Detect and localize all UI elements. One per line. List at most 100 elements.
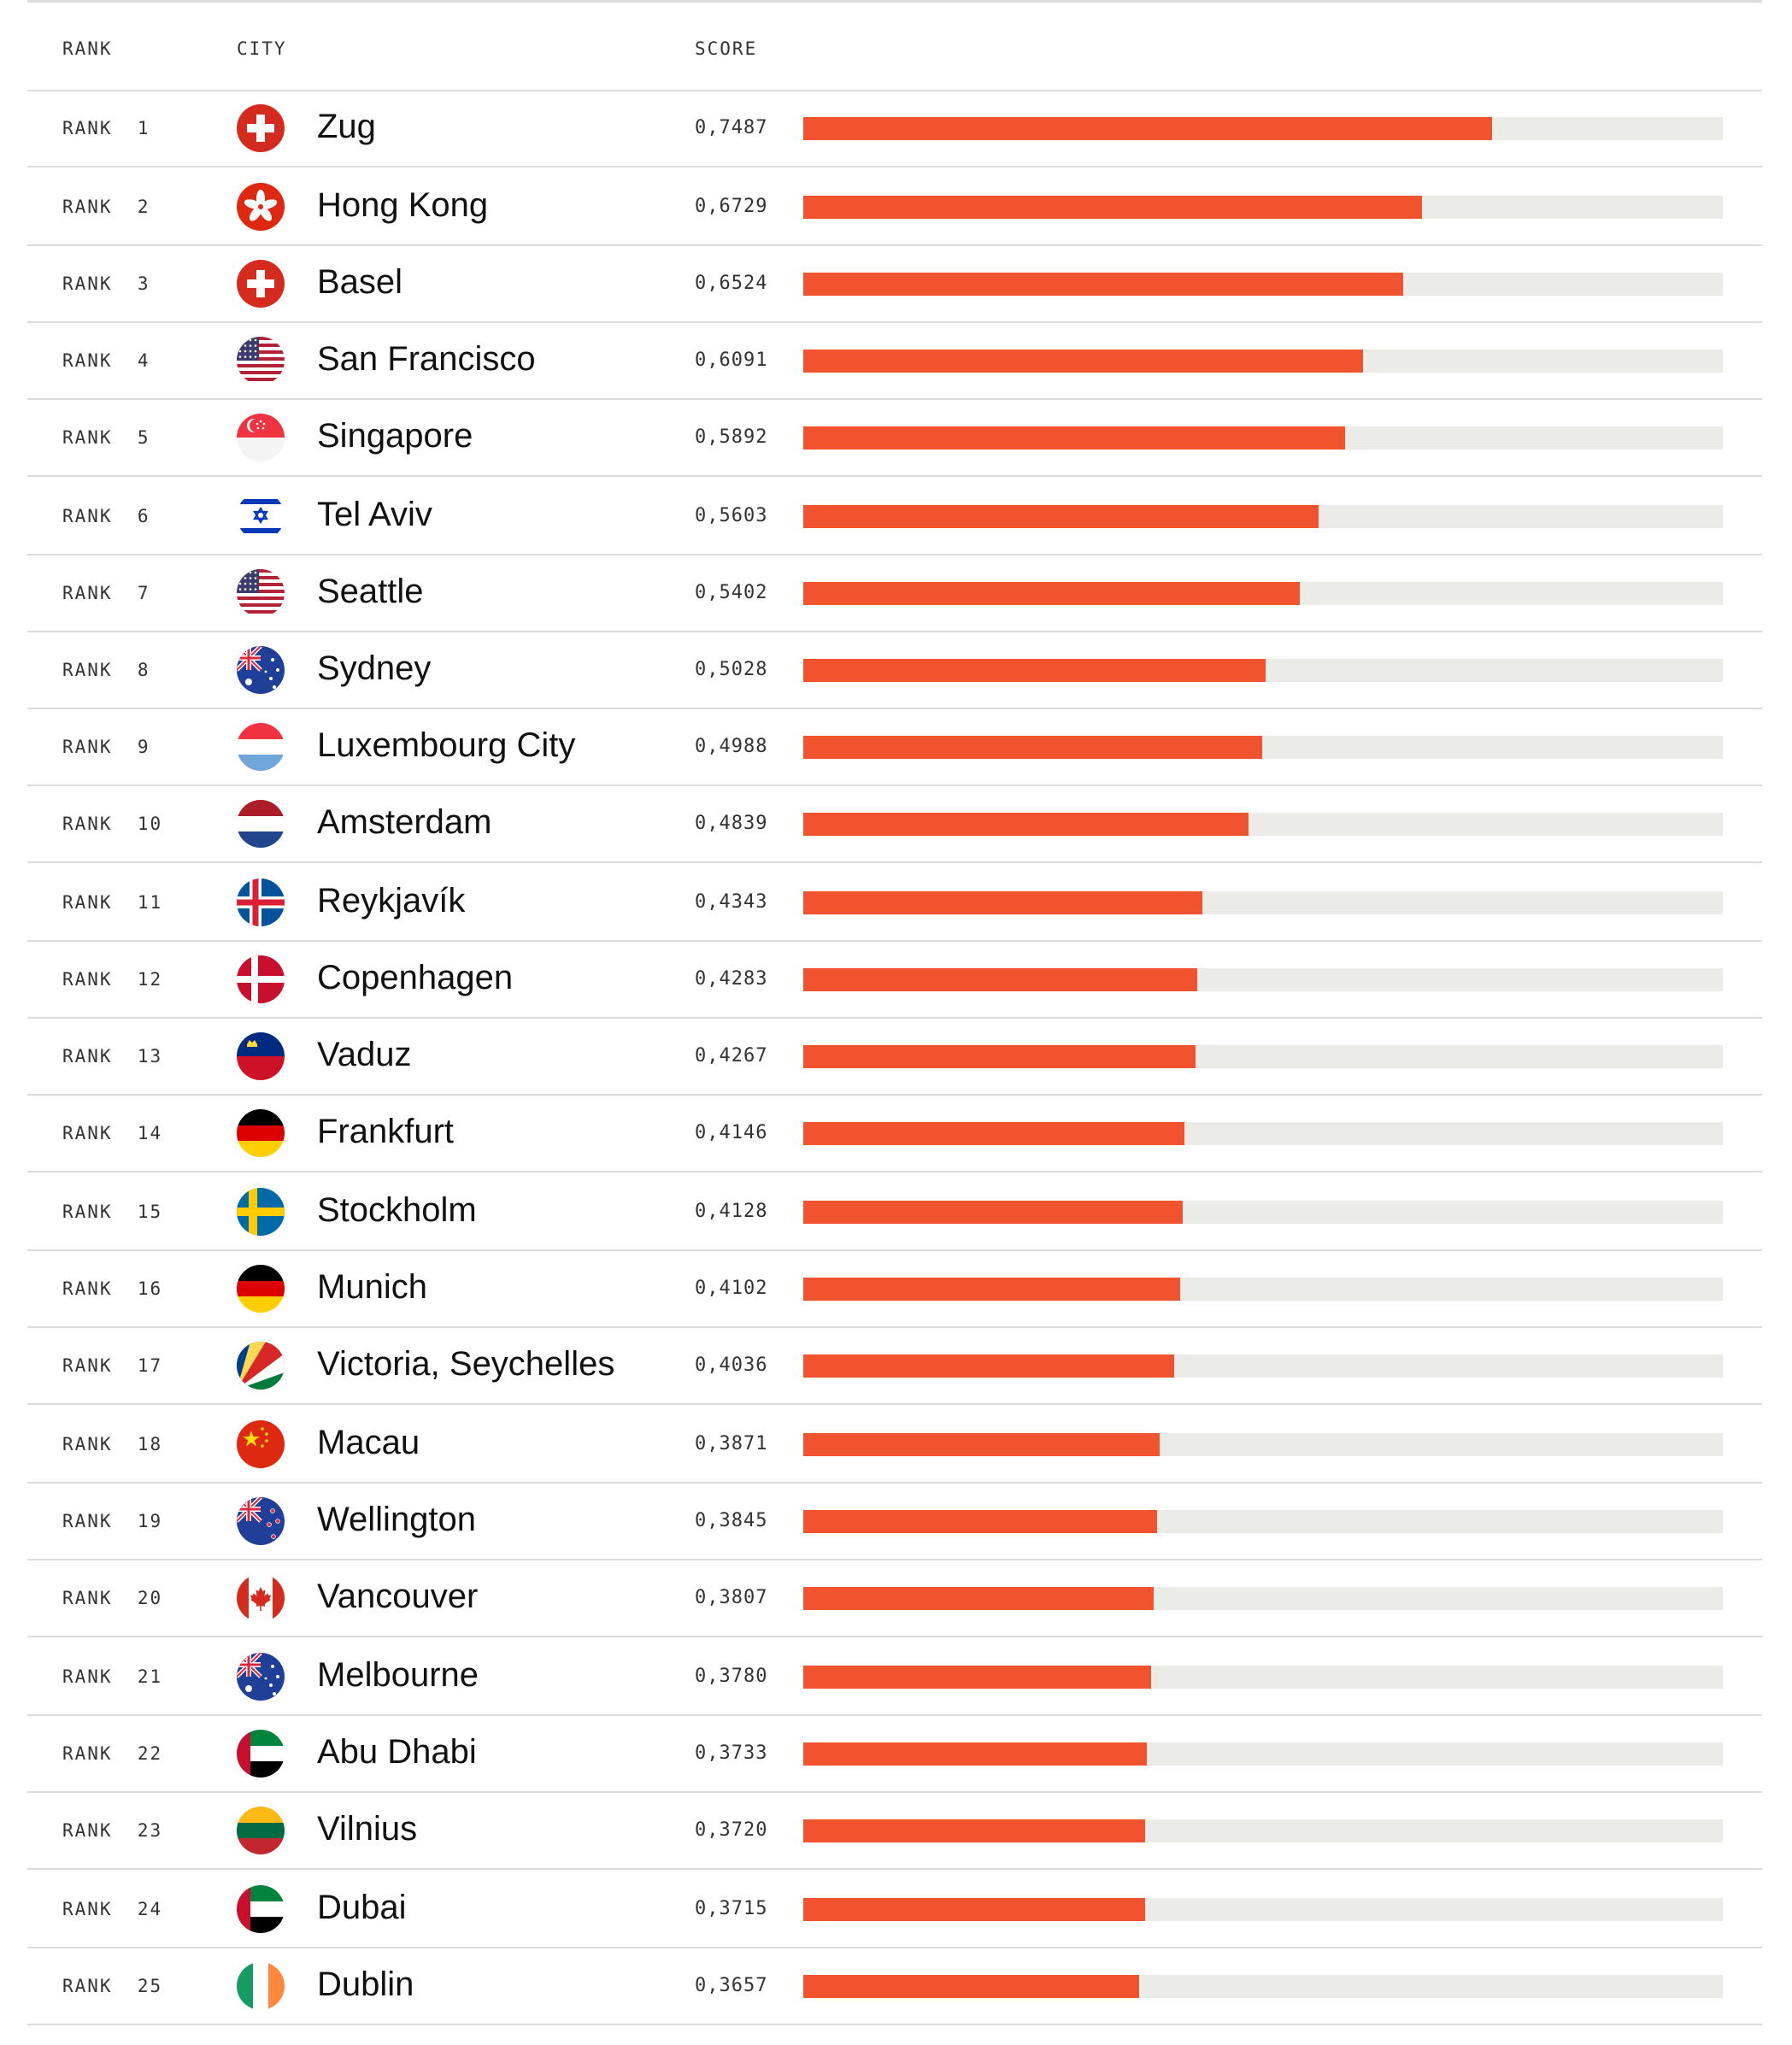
city-label: Frankfurt [317,1113,455,1150]
score-bar [803,813,1249,836]
score-bar [803,968,1197,991]
score-bar [803,505,1319,528]
header-city: CITY [237,38,287,59]
score-bar [803,426,1345,450]
table-row: RANK 18 Macau 0,3871 [27,1406,1762,1484]
score-bar-track [803,1510,1723,1533]
rank-label: RANK 18 [62,1434,163,1454]
score-value: 0,3733 [695,1742,768,1764]
table-row: RANK 2 Hong Kong 0,6729 [27,168,1762,246]
score-value: 0,4267 [695,1045,768,1067]
iceland-flag-icon [237,879,285,926]
score-bar [803,736,1262,759]
score-bar [803,117,1492,140]
score-value: 0,3780 [695,1666,768,1687]
new-zealand-flag-icon [237,1497,285,1545]
table-row: RANK 12 Copenhagen 0,4283 [27,941,1762,1019]
table-row: RANK 15 Stockholm 0,4128 [27,1173,1762,1251]
hong-kong-flag-icon [237,183,285,231]
header-score: SCORE [695,38,758,59]
rank-label: RANK 14 [62,1123,163,1143]
usa-flag-icon [237,337,285,385]
table-header: RANK CITY SCORE [27,3,1762,91]
score-value: 0,6729 [695,196,768,217]
score-bar-track [803,350,1723,373]
score-value: 0,7487 [695,117,768,138]
rank-label: RANK 20 [62,1588,163,1608]
score-bar [803,1278,1180,1301]
city-label: Amsterdam [317,803,492,841]
table-row: RANK 11 Reykjavík 0,4343 [27,864,1762,942]
rank-label: RANK 11 [62,892,163,913]
city-label: Tel Aviv [317,496,432,533]
score-bar-track [803,1278,1723,1301]
table-row: RANK 22 Abu Dhabi 0,3733 [27,1715,1762,1793]
switzerland-flag-icon [237,104,285,152]
city-label: Sydney [317,649,432,687]
table-row: RANK 14 Frankfurt 0,4146 [27,1095,1762,1172]
score-value: 0,4128 [695,1201,768,1222]
table-row: RANK 16 Munich 0,4102 [27,1250,1762,1328]
top-divider [27,0,1762,3]
australia-flag-icon [237,1653,285,1701]
score-bar [803,1122,1184,1145]
rank-label: RANK 5 [62,427,150,448]
table-row: RANK 19 Wellington 0,3845 [27,1483,1762,1560]
score-value: 0,3807 [695,1587,768,1608]
score-value: 0,3845 [695,1510,768,1531]
score-value: 0,3715 [695,1898,768,1919]
table-row: RANK 13 Vaduz 0,4267 [27,1018,1762,1096]
score-value: 0,6091 [695,350,768,371]
score-bar-track [803,582,1723,605]
score-bar [803,1201,1183,1224]
rank-label: RANK 25 [62,1976,163,1996]
score-value: 0,6524 [695,273,768,294]
score-bar [803,350,1363,373]
city-label: Basel [317,263,403,301]
city-label: Munich [317,1268,427,1306]
score-bar-track [803,891,1723,914]
score-bar [803,196,1422,219]
liechtenstein-flag-icon [237,1032,285,1080]
china-flag-icon [237,1420,285,1468]
city-label: Victoria, Seychelles [317,1345,615,1383]
score-value: 0,5603 [695,505,768,526]
score-bar-track [803,813,1723,836]
header-rank: RANK [62,38,113,59]
score-value: 0,4343 [695,891,768,913]
score-bar [803,1666,1151,1689]
germany-flag-icon [237,1109,285,1157]
score-bar-track [803,1666,1723,1689]
table-row: RANK 5 Singapore 0,5892 [27,399,1762,477]
rank-label: RANK 7 [62,583,150,603]
rank-label: RANK 10 [62,814,163,834]
table-row: RANK 8 Sydney 0,5028 [27,632,1762,709]
city-label: Vilnius [317,1810,418,1848]
score-value: 0,5402 [695,582,768,603]
score-value: 0,3657 [695,1975,768,1996]
score-bar [803,1587,1154,1610]
score-bar-track [803,659,1723,682]
score-value: 0,4283 [695,968,768,990]
rank-label: RANK 3 [62,273,150,294]
sweden-flag-icon [237,1188,285,1236]
score-bar-track [803,1355,1723,1378]
score-value: 0,4146 [695,1122,768,1143]
score-bar-track [803,1742,1723,1766]
score-bar [803,273,1403,296]
netherlands-flag-icon [237,800,285,848]
table-row: RANK 21 Melbourne 0,3780 [27,1638,1762,1716]
score-value: 0,3871 [695,1433,768,1454]
score-bar [803,1898,1145,1921]
city-label: Luxembourg City [317,726,576,764]
table-row: RANK 20 Vancouver 0,3807 [27,1560,1762,1637]
uae-flag-icon [237,1885,285,1933]
germany-flag-icon [237,1265,285,1313]
city-label: San Francisco [317,340,536,378]
city-label: Abu Dhabi [317,1733,477,1771]
rank-label: RANK 16 [62,1278,163,1299]
rank-label: RANK 17 [62,1355,163,1376]
city-label: Melbourne [317,1656,479,1694]
table-row: RANK 7 Seattle 0,5402 [27,555,1762,632]
table-row: RANK 23 Vilnius 0,3720 [27,1792,1762,1870]
